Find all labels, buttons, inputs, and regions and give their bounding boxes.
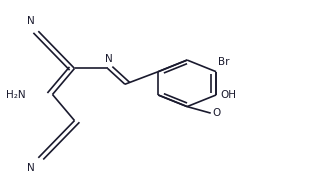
- Text: N: N: [27, 163, 34, 173]
- Text: N: N: [105, 54, 113, 64]
- Text: N: N: [27, 16, 34, 26]
- Text: O: O: [212, 108, 220, 118]
- Text: Br: Br: [218, 57, 229, 67]
- Text: OH: OH: [220, 90, 236, 100]
- Text: H₂N: H₂N: [6, 90, 26, 99]
